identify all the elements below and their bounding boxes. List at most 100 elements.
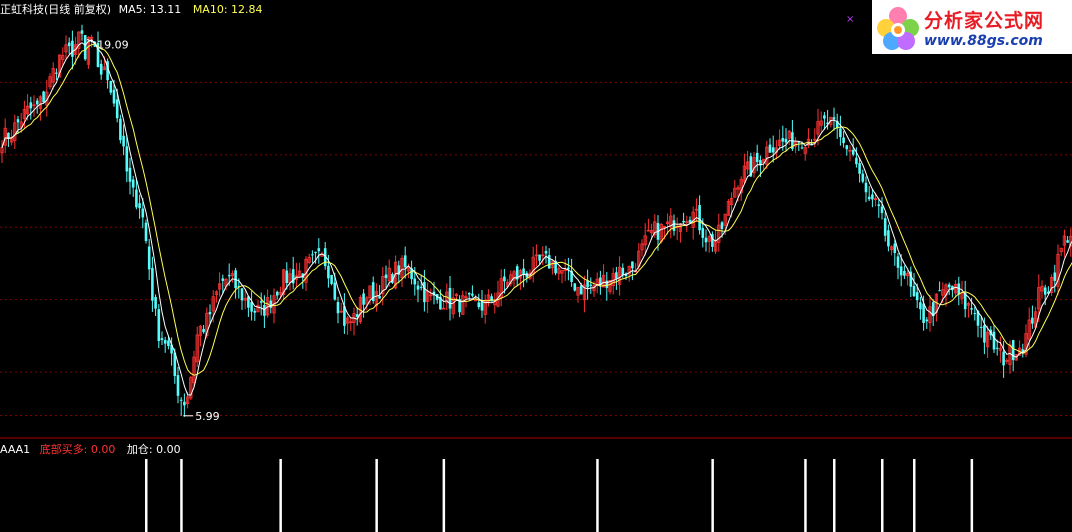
candle-body <box>563 269 567 271</box>
candle-body <box>71 40 74 57</box>
candle-body <box>970 308 973 310</box>
candle-body <box>205 312 209 336</box>
signal-bar <box>596 459 599 532</box>
candle-body <box>579 285 583 295</box>
candle-body <box>400 257 404 279</box>
candle-body <box>339 310 343 313</box>
candle-body <box>813 138 817 141</box>
candle-body <box>567 267 570 270</box>
candle-body <box>1040 285 1044 292</box>
candle-body <box>746 161 750 170</box>
ma10-label: MA10: 12.84 <box>193 3 263 16</box>
candle-body <box>106 61 109 81</box>
candle-body <box>826 122 829 125</box>
candle-body <box>899 266 903 276</box>
candlestick-series <box>0 24 1072 417</box>
candle-body <box>122 135 125 147</box>
candle-body <box>327 265 330 279</box>
candle-body <box>483 299 487 315</box>
candle-body <box>998 347 1003 351</box>
candle-body <box>595 278 599 286</box>
candle-body <box>662 226 667 228</box>
candle-body <box>19 121 23 128</box>
candle-body <box>381 276 385 295</box>
candle-body <box>144 222 148 242</box>
candle-body <box>3 127 7 146</box>
candle-body <box>99 63 103 75</box>
candle-body <box>83 34 87 60</box>
indicator-title-bar: AAA1 底部买多: 0.00 加仓: 0.00 <box>0 442 181 456</box>
candle-body <box>58 54 62 78</box>
candle-body <box>733 187 737 198</box>
candle-body <box>473 299 478 302</box>
candle-body <box>16 119 20 123</box>
candle-body <box>173 352 177 376</box>
candle-body <box>586 280 589 288</box>
candle-body <box>291 269 295 284</box>
candle-body <box>983 325 986 343</box>
candle-body <box>74 44 78 55</box>
candle-body <box>38 96 43 109</box>
candle-body <box>832 117 836 120</box>
candle-body <box>214 291 218 295</box>
candle-body <box>800 147 804 149</box>
candle-body <box>202 328 205 333</box>
candle-body <box>678 224 683 232</box>
candle-body <box>55 72 58 74</box>
candle-body <box>256 304 260 313</box>
candle-body <box>839 128 842 138</box>
candle-body <box>138 203 141 209</box>
candle-body <box>125 146 129 172</box>
candle-body <box>582 284 587 301</box>
candle-body <box>768 144 772 153</box>
candle-body <box>135 189 138 208</box>
candle-body <box>439 296 442 310</box>
candle-body <box>297 270 302 278</box>
candle-body <box>13 122 17 141</box>
candle-body <box>797 141 801 143</box>
candle-body <box>848 149 852 152</box>
signal-bar <box>913 459 916 532</box>
candle-body <box>160 338 164 341</box>
signal-bar <box>804 459 807 532</box>
candle-body <box>704 237 708 243</box>
indicator-name: AAA1 <box>0 443 30 456</box>
candle-body <box>403 255 407 268</box>
flower-logo-icon <box>877 7 919 50</box>
candle-body <box>86 36 90 65</box>
candle-body <box>333 282 337 300</box>
candle-body <box>384 274 388 279</box>
candle-body <box>717 224 721 243</box>
candle-body <box>25 105 30 115</box>
candle-body <box>176 375 180 396</box>
candle-body <box>752 157 756 174</box>
candle-body <box>1043 287 1047 295</box>
candle-body <box>189 377 193 399</box>
candle-body <box>986 331 990 348</box>
candle-body <box>22 108 27 119</box>
min-marker: 5.99 <box>183 410 220 423</box>
candle-body <box>195 334 199 363</box>
main-title-bar: 正虹科技(日线 前复权) MA5: 13.11 MA10: 12.84 <box>0 2 263 16</box>
candle-body <box>688 219 692 223</box>
candle-body <box>355 314 359 317</box>
candle-body <box>912 285 916 297</box>
candle-body <box>995 347 999 349</box>
candle-body <box>362 293 365 305</box>
candle-body <box>387 267 391 282</box>
watermark-logo: 分析家公式网 www.88gs.com <box>872 0 1072 54</box>
candle-body <box>285 270 289 284</box>
candle-body <box>1031 317 1034 324</box>
candle-body <box>602 274 606 288</box>
candle-body <box>928 306 932 324</box>
candle-body <box>726 201 731 216</box>
candle-body <box>685 221 689 224</box>
candle-body <box>461 295 465 315</box>
candle-body <box>371 282 375 301</box>
candle-body <box>311 254 314 256</box>
candle-body <box>515 266 519 280</box>
candle-body <box>154 296 157 309</box>
candle-body <box>765 146 769 165</box>
candle-body <box>493 300 497 306</box>
